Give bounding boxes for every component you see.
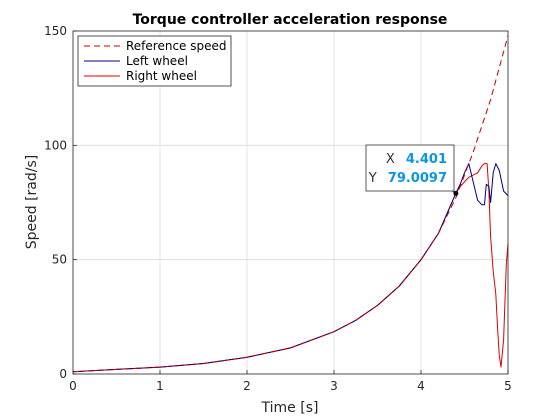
legend-label-left: Left wheel [126, 54, 188, 68]
x-tick-label: 5 [504, 379, 512, 393]
y-axis-label: Speed [rad/s] [24, 155, 40, 250]
datatip-y-row: Y 79.0097 [368, 167, 447, 186]
legend-label-reference: Reference speed [126, 39, 227, 53]
x-tick-label: 2 [243, 379, 251, 393]
datatip-x-label: X [386, 152, 395, 167]
plot-frame [72, 30, 509, 375]
x-tick-label: 0 [69, 379, 77, 393]
y-tick-label: 0 [59, 367, 67, 381]
x-tick-label: 4 [417, 379, 425, 393]
x-tick-label: 3 [330, 379, 338, 393]
datatip[interactable]: X 4.401 Y 79.0097 [365, 144, 459, 196]
legend-label-right: Right wheel [126, 69, 197, 83]
datatip-marker [453, 190, 459, 196]
datatip-x-row: X 4.401 [386, 148, 447, 167]
datatip-y-label: Y [368, 171, 377, 186]
x-tick-label: 1 [156, 379, 164, 393]
legend[interactable]: Reference speed Left wheel Right wheel [77, 35, 232, 87]
series-layer [72, 35, 509, 373]
series-left-wheel[interactable] [72, 163, 509, 373]
y-tick-label: 150 [44, 24, 67, 38]
datatip-y-value: 79.0097 [388, 171, 447, 186]
y-tick-label: 100 [44, 138, 67, 152]
datatip-x-value: 4.401 [406, 152, 447, 167]
datatip-box [365, 144, 455, 192]
plot-area[interactable] [73, 31, 508, 374]
y-tick-label: 50 [52, 253, 67, 267]
x-axis-label: Time [s] [261, 400, 319, 416]
series-reference-speed[interactable] [72, 35, 509, 373]
chart-title: Torque controller acceleration response [133, 12, 448, 28]
